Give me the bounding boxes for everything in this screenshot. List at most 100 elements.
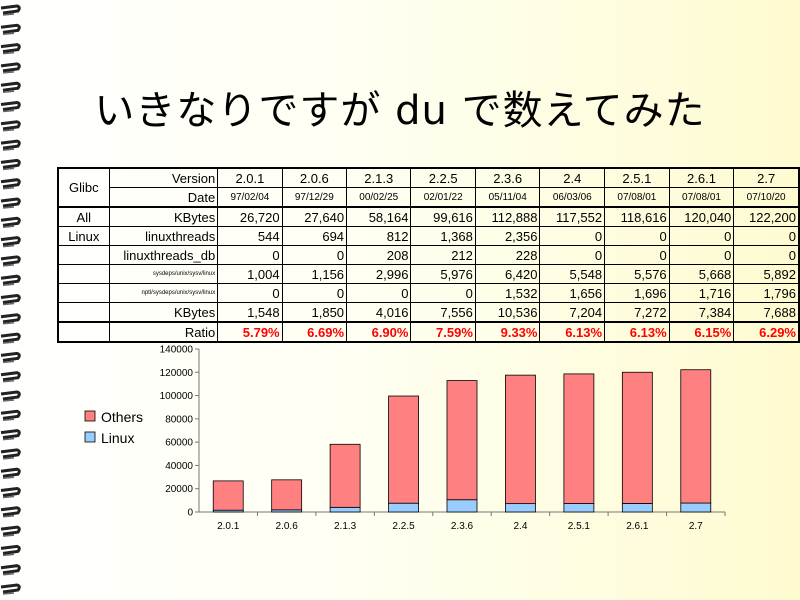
group-label-empty [57,283,110,303]
x-tick-label: 2.3.6 [451,521,474,532]
value-cell: 5,976 [410,264,476,284]
glibc-header: Glibc [57,167,110,208]
y-tick-label: 140000 [160,345,194,356]
bar-others [680,369,712,504]
value-cell: 1,796 [733,283,800,303]
version-cell: 2.1.3 [346,167,412,188]
value-cell: 5,576 [604,264,670,284]
ratio-cell: 6.90% [346,321,412,343]
binding-ring [0,158,21,171]
ratio-cell: 6.15% [668,321,735,343]
binding-ring [0,429,21,441]
y-tick-label: 20000 [165,484,193,495]
binding-ring [0,43,21,55]
binding-ring [0,506,21,518]
value-cell: 112,888 [474,206,541,227]
legend-swatch [84,431,96,443]
binding-ring [0,100,21,113]
table-row: nptl/sysdeps/unix/sysv/linux 0 0 0 0 1,532 1,6… [57,283,800,303]
ratio-label: Ratio [108,321,219,343]
legend-label: Others [101,409,143,425]
ratio-row: Ratio 5.79% 6.69% 6.90% 7.59% 9.33% 6.13% 6.13%… [57,321,800,343]
binding-ring [0,4,21,16]
x-tick-label: 2.7 [689,521,703,532]
row-label: KBytes [108,206,219,227]
binding-ring [0,371,21,383]
value-cell: 120,040 [668,206,735,227]
bar-linux [680,502,712,513]
y-tick-label: 120000 [160,368,194,379]
bar-linux [329,506,361,513]
value-cell: 118,616 [604,206,670,227]
x-tick-label: 2.0.1 [217,521,240,532]
value-cell: 0 [346,283,412,303]
binding-ring [0,120,21,132]
y-tick-label: 100000 [160,391,194,402]
y-tick-label: 80000 [165,414,193,425]
bar-others [212,480,244,511]
slide-title: いきなりですが du で数えてみた [94,88,706,134]
bar-linux [621,503,653,513]
binding-ring [0,178,21,190]
ratio-cell: 6.69% [281,321,348,343]
ratio-cell: 7.59% [410,321,476,343]
binding-ring [0,274,21,286]
value-cell: 1,716 [668,283,735,303]
x-tick-label: 2.2.5 [392,521,415,532]
y-tick-label: 60000 [165,438,193,449]
x-tick-label: 2.6.1 [626,521,649,532]
value-cell: 2,356 [474,226,541,246]
binding-ring [0,332,21,344]
legend-swatch [84,410,96,422]
ratio-cell: 6.13% [604,321,670,343]
version-cell: 2.6.1 [668,167,735,188]
glibc-size-table: Glibc Version 2.0.1 2.0.6 2.1.3 2.2.5 2.3.6 2.4… [57,167,800,343]
binding-ring [0,81,21,93]
version-row: Glibc Version 2.0.1 2.0.6 2.1.3 2.2.5 2.3.6 2.4… [57,167,800,208]
value-cell: 1,368 [410,226,476,246]
x-tick-label: 2.1.3 [334,521,357,532]
binding-ring [0,564,21,576]
value-cell: 1,850 [281,302,348,323]
bar-others [388,395,419,504]
spiral-binding [0,4,21,595]
value-cell: 4,016 [346,302,412,323]
table-row: KBytes 1,548 1,850 4,016 7,556 10,536 7,204 7,2… [57,302,800,323]
bar-others [271,479,303,511]
binding-ring [0,583,21,595]
binding-ring [0,313,21,325]
binding-ring [0,216,21,229]
binding-ring [0,467,21,479]
binding-ring [0,62,21,74]
bar-others [563,373,595,504]
value-cell: 0 [410,283,476,303]
value-cell: 1,548 [217,302,283,323]
bar-others [505,374,536,505]
value-cell: 122,200 [733,206,800,227]
bar-others [446,380,478,501]
binding-ring [0,23,21,36]
value-cell: 7,688 [733,302,800,323]
ratio-cell: 9.33% [474,321,541,343]
ratio-cell: 6.29% [733,321,800,343]
binding-ring [0,486,21,499]
x-tick-label: 2.5.1 [568,521,591,532]
value-cell: 10,536 [474,302,541,323]
bar-others [621,371,653,504]
y-tick-label: 40000 [165,461,193,472]
binding-ring [0,448,21,460]
version-cell: 2.4 [539,167,606,188]
binding-ring [0,255,21,267]
row-label: nptl/sysdeps/unix/sysv/linux [108,283,219,303]
value-cell: 5,548 [539,264,606,284]
binding-ring [0,197,21,209]
y-tick-label: 0 [187,508,193,519]
binding-ring [0,390,21,402]
x-tick-label: 2.0.6 [276,521,299,532]
bar-linux [505,503,536,513]
value-cell: 1,656 [539,283,606,303]
ratio-cell: 5.79% [217,321,283,343]
binding-ring [0,351,21,364]
bar-linux [563,503,595,513]
legend-label: Linux [101,430,134,446]
